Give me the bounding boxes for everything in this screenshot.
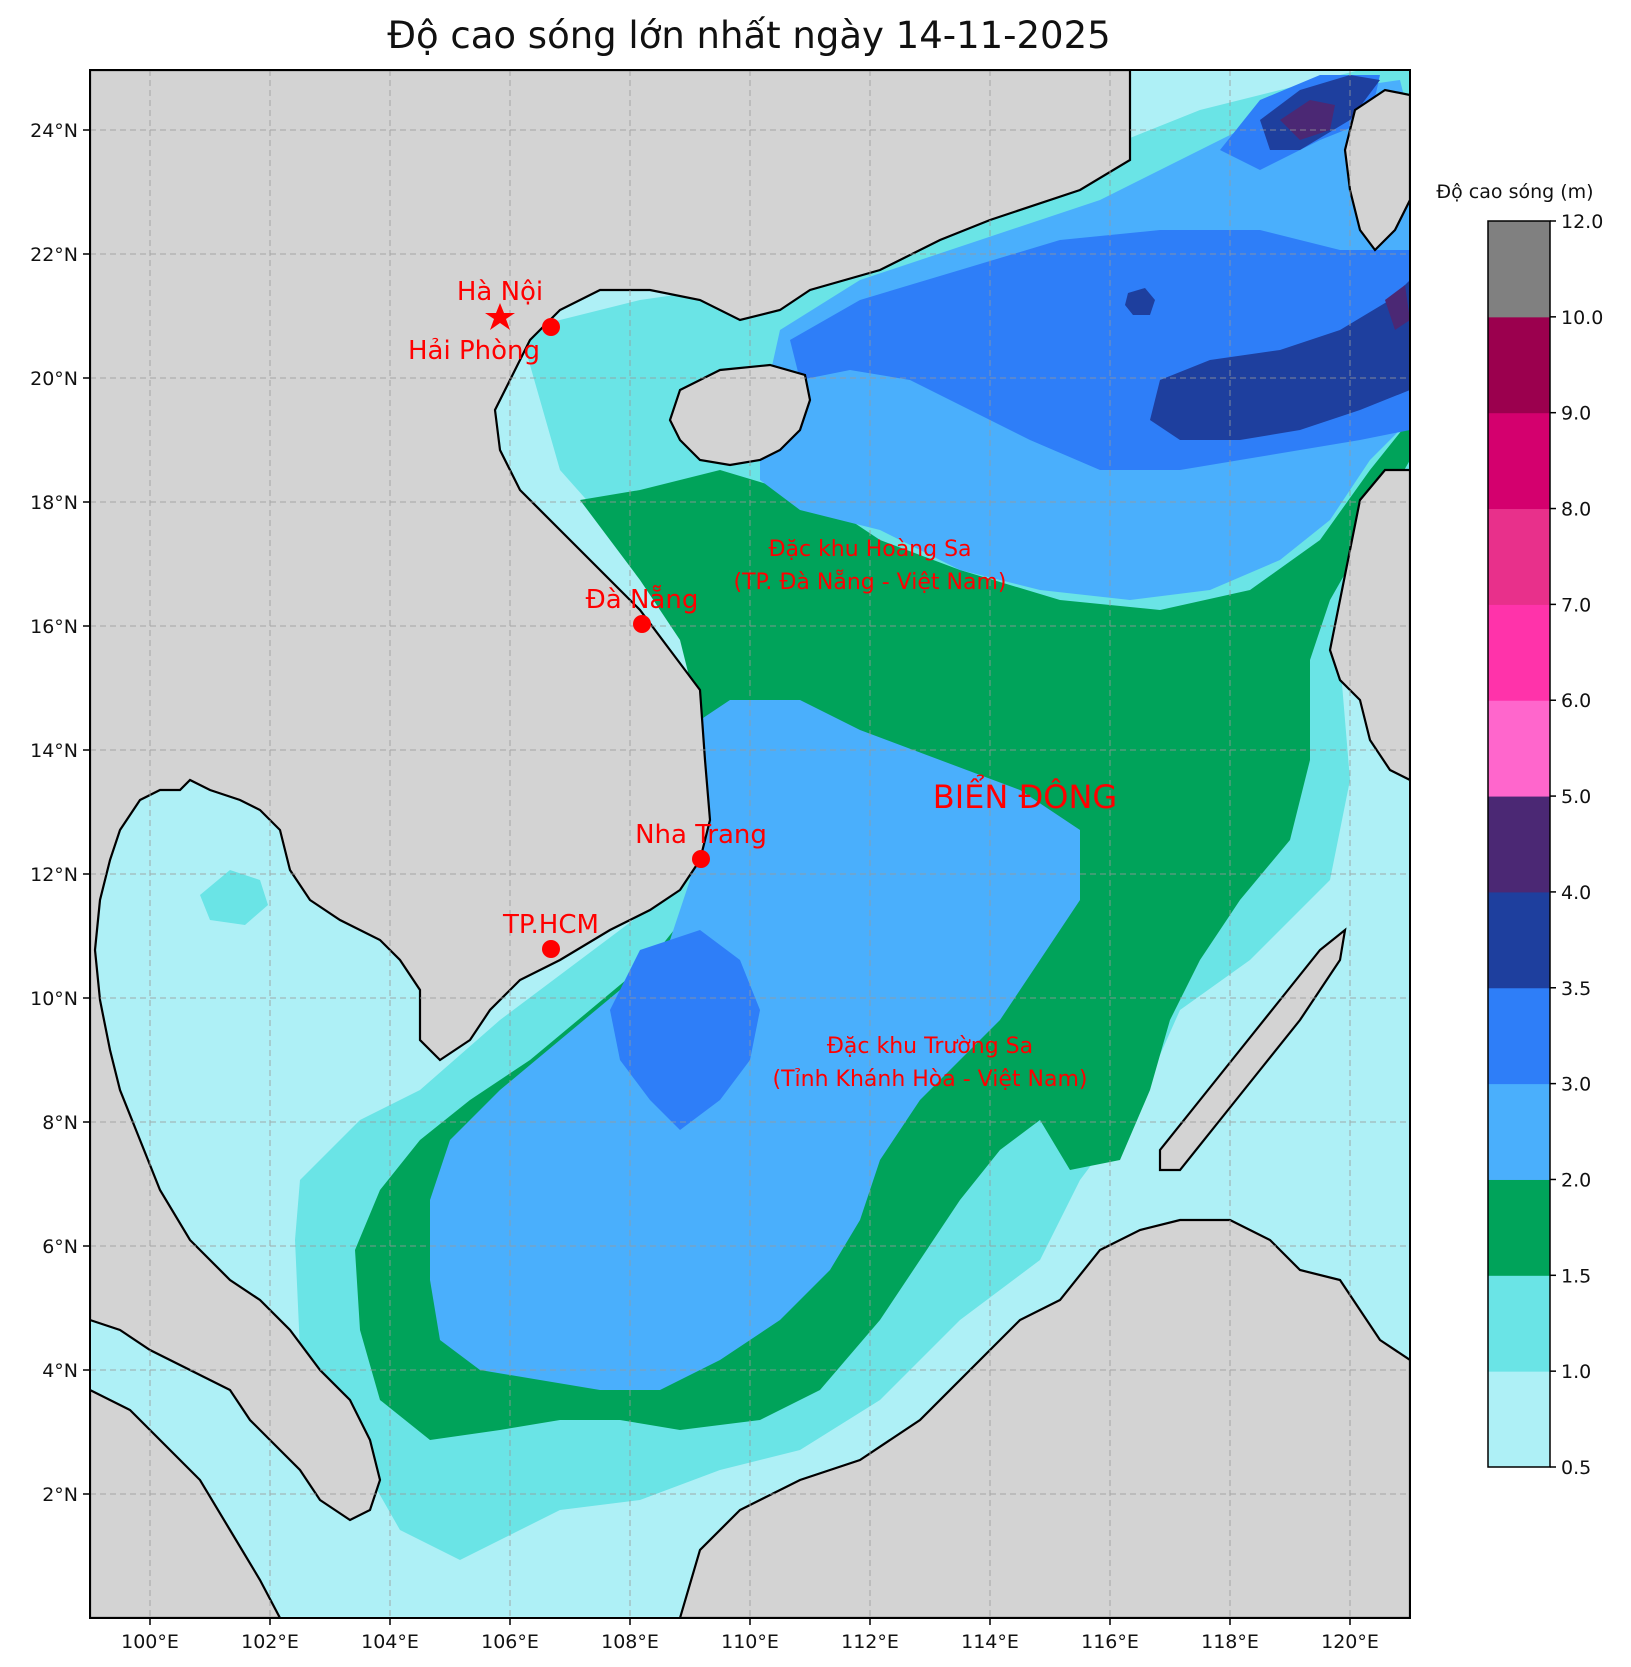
colorbar-tick-label: 5.0 (1561, 786, 1591, 808)
colorbar-segment (1488, 796, 1550, 893)
colorbar-title: Độ cao sóng (m) (1436, 181, 1593, 203)
x-tick-label: 112°E (841, 1631, 899, 1653)
colorbar-tick-label: 3.0 (1561, 1074, 1591, 1096)
colorbar-segment (1488, 1083, 1550, 1180)
hoang-sa-label-line1: Đặc khu Hoàng Sa (768, 537, 971, 562)
y-tick-label: 22°N (30, 244, 78, 266)
colorbar-tick-label: 4.0 (1561, 882, 1591, 904)
wave-band-4-5-east (1385, 285, 1410, 330)
colorbar-segment (1488, 316, 1550, 414)
colorbar-tick-label: 1.5 (1561, 1265, 1591, 1287)
x-tick-label: 118°E (1201, 1631, 1259, 1653)
haiphong-marker (542, 318, 560, 336)
mainland-asia (90, 70, 1132, 1522)
y-tick-label: 10°N (30, 988, 78, 1010)
nhatrang-marker (692, 850, 710, 868)
bien-dong-label: BIỂN ĐÔNG (933, 774, 1117, 816)
y-tick-label: 4°N (42, 1360, 78, 1382)
y-tick-label: 8°N (42, 1112, 78, 1134)
city-label-nhatrang: Nha Trang (635, 820, 767, 850)
y-tick-label: 14°N (30, 740, 78, 762)
colorbar-tick-label: 0.5 (1561, 1457, 1591, 1479)
x-tick-label: 116°E (1081, 1631, 1139, 1653)
city-label-haiphong: Hải Phòng (408, 336, 540, 366)
y-tick-label: 20°N (30, 368, 78, 390)
city-markers: Hà Nội Hải Phòng Đà Nẵng Nha Trang TP.HC… (408, 277, 767, 958)
x-tick-label: 120°E (1321, 1631, 1379, 1653)
colorbar-tick-label: 7.0 (1561, 594, 1591, 616)
x-tick-label: 102°E (241, 1631, 299, 1653)
y-tick-label: 16°N (30, 616, 78, 638)
colorbar-tick-label: 2.0 (1561, 1169, 1591, 1191)
colorbar-tick-label: 12.0 (1561, 211, 1603, 233)
colorbar-segment (1488, 508, 1550, 605)
y-tick-label: 2°N (42, 1484, 78, 1506)
truong-sa-label-line1: Đặc khu Trường Sa (827, 1034, 1033, 1059)
land-masses (90, 70, 1410, 1618)
danang-marker (633, 615, 651, 633)
x-tick-label: 114°E (961, 1631, 1019, 1653)
sumatra-island (90, 1388, 282, 1618)
colorbar-segment (1488, 891, 1550, 989)
x-tick-label: 100°E (121, 1631, 179, 1653)
y-tick-label: 6°N (42, 1236, 78, 1258)
city-label-danang: Đà Nẵng (586, 584, 699, 615)
city-label-hanoi: Hà Nội (457, 277, 543, 307)
colorbar-segment (1488, 1179, 1550, 1276)
colorbar-segment (1488, 1371, 1550, 1468)
y-axis: 2°N 4°N 6°N 8°N 10°N 12°N 14°N 16°N 18°N… (30, 120, 90, 1506)
hanoi-star-marker (485, 303, 515, 330)
luzon-island (1328, 468, 1410, 782)
city-label-hcm: TP.HCM (502, 910, 599, 940)
wave-band-3-3.5-south (610, 930, 760, 1130)
y-tick-label: 24°N (30, 120, 78, 142)
wave-band-3.5-4-blob (1125, 288, 1155, 315)
map-title: Độ cao sóng lớn nhất ngày 14-11-2025 (387, 14, 1111, 57)
colorbar-ticks: 0.5 1.0 1.5 2.0 3.0 3.5 4.0 5.0 6.0 7.0 8.0 9.0 10.0… (1550, 211, 1603, 1479)
colorbar-tick-label: 9.0 (1561, 403, 1591, 425)
colorbar-tick-label: 10.0 (1561, 307, 1603, 329)
colorbar-tick-label: 8.0 (1561, 499, 1591, 521)
colorbar-segments (1488, 221, 1550, 1468)
x-tick-label: 106°E (481, 1631, 539, 1653)
palawan-island (1158, 927, 1347, 1172)
borneo-island (678, 1218, 1410, 1618)
colorbar-tick-label: 1.0 (1561, 1361, 1591, 1383)
colorbar-segment (1488, 221, 1550, 318)
wave-band-1-1.5-gulf-patch (200, 870, 268, 925)
colorbar-segment (1488, 604, 1550, 701)
colorbar-frame (1487, 220, 1551, 1468)
wave-band-3.5-4 (1150, 280, 1410, 440)
colorbar: Độ cao sóng (m) 0.5 1.0 1.5 2.0 3.0 3.5 4.0 5.0… (1436, 181, 1603, 1479)
colorbar-segment (1488, 987, 1550, 1085)
truong-sa-label-line2: (Tỉnh Khánh Hòa - Việt Nam) (773, 1067, 1088, 1092)
hoang-sa-label-line2: (TP. Đà Nẵng - Việt Nam) (734, 569, 1007, 595)
hainan-island (668, 363, 812, 467)
colorbar-tick-label: 3.5 (1561, 978, 1591, 1000)
y-tick-label: 18°N (30, 492, 78, 514)
colorbar-segment (1488, 1275, 1550, 1372)
map-plot-area: Đặc khu Hoàng Sa (TP. Đà Nẵng - Việt Nam… (90, 70, 1410, 1618)
x-tick-label: 108°E (601, 1631, 659, 1653)
x-tick-label: 104°E (361, 1631, 419, 1653)
hcm-marker (542, 940, 560, 958)
gridlines (90, 70, 1410, 1618)
x-tick-label: 110°E (721, 1631, 779, 1653)
wave-band-2-3-south (430, 700, 1080, 1390)
colorbar-tick-label: 6.0 (1561, 690, 1591, 712)
x-axis: 100°E 102°E 104°E 106°E 108°E 110°E 112°… (121, 1618, 1379, 1653)
colorbar-segment (1488, 700, 1550, 797)
y-tick-label: 12°N (30, 864, 78, 886)
colorbar-segment (1488, 412, 1550, 510)
